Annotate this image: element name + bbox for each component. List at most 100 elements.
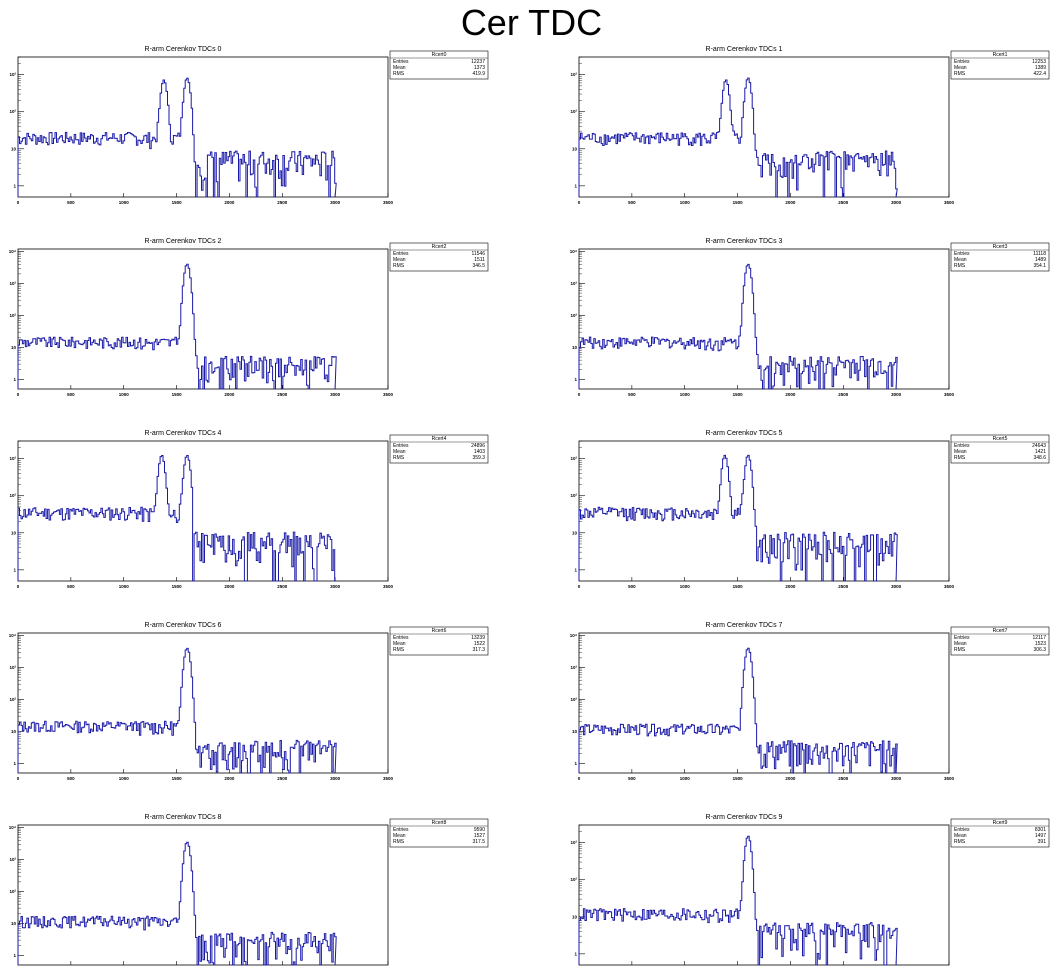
x-tick-label: 2500 [838,200,849,205]
stats-box: Rcert5 Entries 24643 Mean 1421 RMS 348.6 [950,434,1050,464]
plot-title: R-arm Cerenkov TDCs 1 [706,46,783,53]
y-tick-label: 10³ [9,72,16,77]
stats-frame [950,626,1050,656]
stats-box: Rcert0 Entries 12237 Mean 1373 RMS 419.9 [389,50,489,80]
y-tick-label: 10 [11,921,17,926]
x-tick-label: 2000 [224,776,235,781]
y-tick-label: 1 [13,567,16,572]
stats-name: Rcert4 [432,436,447,442]
stats-label-mean: Mean [393,449,406,455]
x-tick-label: 2000 [785,200,796,205]
stats-label-rms: RMS [393,71,405,77]
histogram-series [578,263,898,390]
stats-value-rms: 419.9 [472,71,485,77]
stats-value-entries: 9590 [474,827,485,833]
stats-name: Rcert9 [993,820,1008,826]
x-tick-label: 2000 [785,584,796,589]
x-tick-label: 0 [578,392,581,397]
stats-value-mean: 1489 [1035,257,1046,263]
stats-frame [389,434,489,464]
x-tick-label: 1000 [119,200,130,205]
stats-label-entries: Entries [954,635,970,641]
y-tick-label: 10² [570,697,577,702]
x-tick-label: 0 [17,776,20,781]
y-tick-label: 10² [9,697,16,702]
page-title: Cer TDC [460,2,603,43]
x-tick-label: 0 [578,584,581,589]
y-tick-label: 10³ [9,456,16,461]
histogram-series [17,77,337,198]
stats-label-entries: Entries [393,59,409,65]
plot-title: R-arm Cerenkov TDCs 5 [706,430,783,437]
stats-box: Rcert6 Entries 13239 Mean 1522 RMS 317.3 [389,626,489,656]
plot-title: R-arm Cerenkov TDCs 7 [706,622,783,629]
stats-value-rms: 391 [1038,839,1047,845]
stats-label-mean: Mean [954,449,967,455]
x-tick-label: 0 [17,584,20,589]
y-tick-label: 10² [9,889,16,894]
y-tick-label: 1 [574,183,577,188]
y-tick-label: 1 [574,951,577,956]
x-tick-label: 3000 [891,200,902,205]
stats-value-entries: 11546 [471,251,485,257]
x-tick-label: 3500 [383,584,394,589]
stats-box: Rcert7 Entries 12117 Mean 1523 RMS 306.3 [950,626,1050,656]
x-tick-label: 1000 [680,776,691,781]
stats-label-rms: RMS [954,647,966,653]
stats-value-entries: 11118 [1033,251,1046,257]
x-tick-label: 2500 [277,776,288,781]
stats-label-entries: Entries [954,59,970,65]
histogram-series [17,647,337,774]
x-tick-label: 500 [628,392,636,397]
x-tick-label: 1500 [172,776,183,781]
x-tick-label: 3500 [383,392,394,397]
histogram-panel: R-arm Cerenkov TDCs 90500100015002000250… [570,814,1050,966]
histogram-panel: R-arm Cerenkov TDCs 6 0 500 1000 1500 2000 250… [9,622,489,781]
stats-label-mean: Mean [954,257,967,263]
stats-frame [389,242,489,272]
y-tick-label: 10³ [570,840,577,845]
plot-frame [17,632,389,774]
stats-label-entries: Entries [393,443,409,449]
plot-frame [17,824,389,966]
y-tick-label: 1 [574,567,577,572]
plot-title: R-arm Cerenkov TDCs 3 [706,238,783,245]
y-tick-label: 10³ [9,665,16,670]
histogram-panel: R-arm Cerenkov TDCs 4 0 500 1000 1500 2000 250… [9,430,489,589]
x-tick-label: 500 [67,776,75,781]
x-tick-label: 3000 [330,584,341,589]
x-tick-label: 3000 [891,776,902,781]
x-tick-label: 2000 [224,392,235,397]
histogram-panel: R-arm Cerenkov TDCs 2 0 500 1000 1500 2000 250… [9,238,489,397]
histogram-panel: R-arm Cerenkov TDCs 7 0 500 1000 1500 2000 250… [570,622,1050,781]
y-tick-label: 10 [572,729,578,734]
x-tick-label: 500 [628,584,636,589]
stats-label-entries: Entries [954,827,970,833]
plot-frame [578,248,950,390]
x-tick-label: 2000 [224,584,235,589]
stats-name: Rcert2 [432,244,447,250]
histogram-series [17,263,337,390]
x-tick-label: 3500 [383,200,394,205]
y-tick-label: 1 [574,761,577,766]
stats-value-rms: 346.5 [472,263,485,269]
histogram-series [578,77,898,198]
stats-frame [950,434,1050,464]
x-tick-label: 0 [578,776,581,781]
stats-name: Rcert7 [993,628,1008,634]
y-tick-label: 10² [9,493,16,498]
y-tick-label: 10² [9,109,16,114]
x-tick-label: 2000 [224,200,235,205]
plot-frame [17,56,389,198]
histogram-panel: R-arm Cerenkov TDCs 80500100015002000250… [9,814,489,966]
stats-value-mean: 1497 [1035,833,1046,839]
stats-frame [389,626,489,656]
stats-label-mean: Mean [393,833,406,839]
stats-value-entries: 12253 [1032,59,1046,65]
stats-name: Rcert1 [993,52,1008,58]
x-tick-label: 2500 [277,392,288,397]
stats-name: Rcert0 [432,52,447,58]
stats-name: Rcert8 [432,820,447,826]
x-tick-label: 3000 [891,584,902,589]
x-tick-label: 1500 [172,200,183,205]
